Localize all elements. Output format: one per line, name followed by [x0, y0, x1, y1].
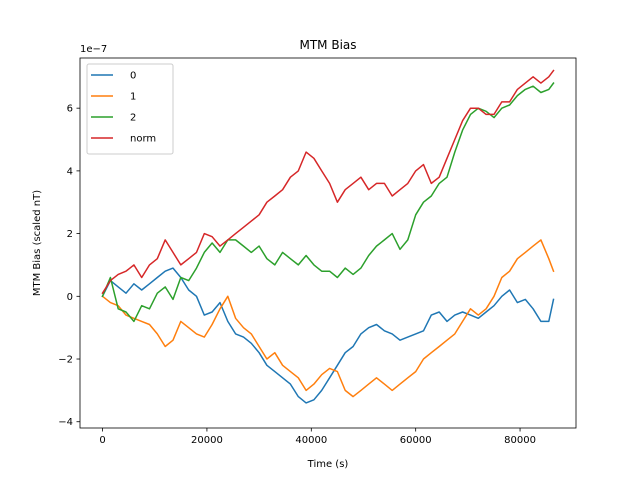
y-tick-label: −2 [58, 355, 73, 366]
legend-label-2: 2 [130, 113, 136, 124]
series-layer [101, 69, 555, 404]
x-tick-label: 40000 [295, 435, 327, 446]
series-line-1 [101, 239, 555, 398]
chart-title: MTM Bias [299, 38, 356, 52]
y-tick-label: 2 [67, 229, 73, 240]
y-tick-label: 6 [67, 104, 73, 115]
x-tick-label: 60000 [400, 435, 432, 446]
legend: 0 1 2 norm [86, 63, 174, 155]
legend-label-norm: norm [130, 134, 156, 145]
legend-label-0: 0 [130, 71, 136, 82]
series-line-0 [101, 267, 555, 404]
ticks-layer: 0 20000 40000 60000 80000 −4 −2 0 2 4 6 [58, 104, 536, 446]
x-axis-label: Time (s) [307, 459, 349, 470]
y-tick-label: 0 [67, 292, 73, 303]
x-tick-label: 80000 [504, 435, 536, 446]
y-tick-label: −4 [58, 417, 73, 428]
x-tick-label: 20000 [191, 435, 223, 446]
legend-label-1: 1 [130, 92, 136, 103]
series-line-2 [101, 82, 555, 323]
axes-frame [79, 57, 577, 429]
legend-box [86, 63, 174, 155]
y-axis-label: MTM Bias (scaled nT) [32, 190, 43, 296]
y-offset-text: 1e−7 [80, 44, 107, 55]
plot-area: 0 20000 40000 60000 80000 −4 −2 0 2 4 6 [58, 57, 577, 446]
y-tick-label: 4 [67, 166, 73, 177]
series-line-norm [101, 69, 555, 295]
x-tick-label: 0 [99, 435, 105, 446]
